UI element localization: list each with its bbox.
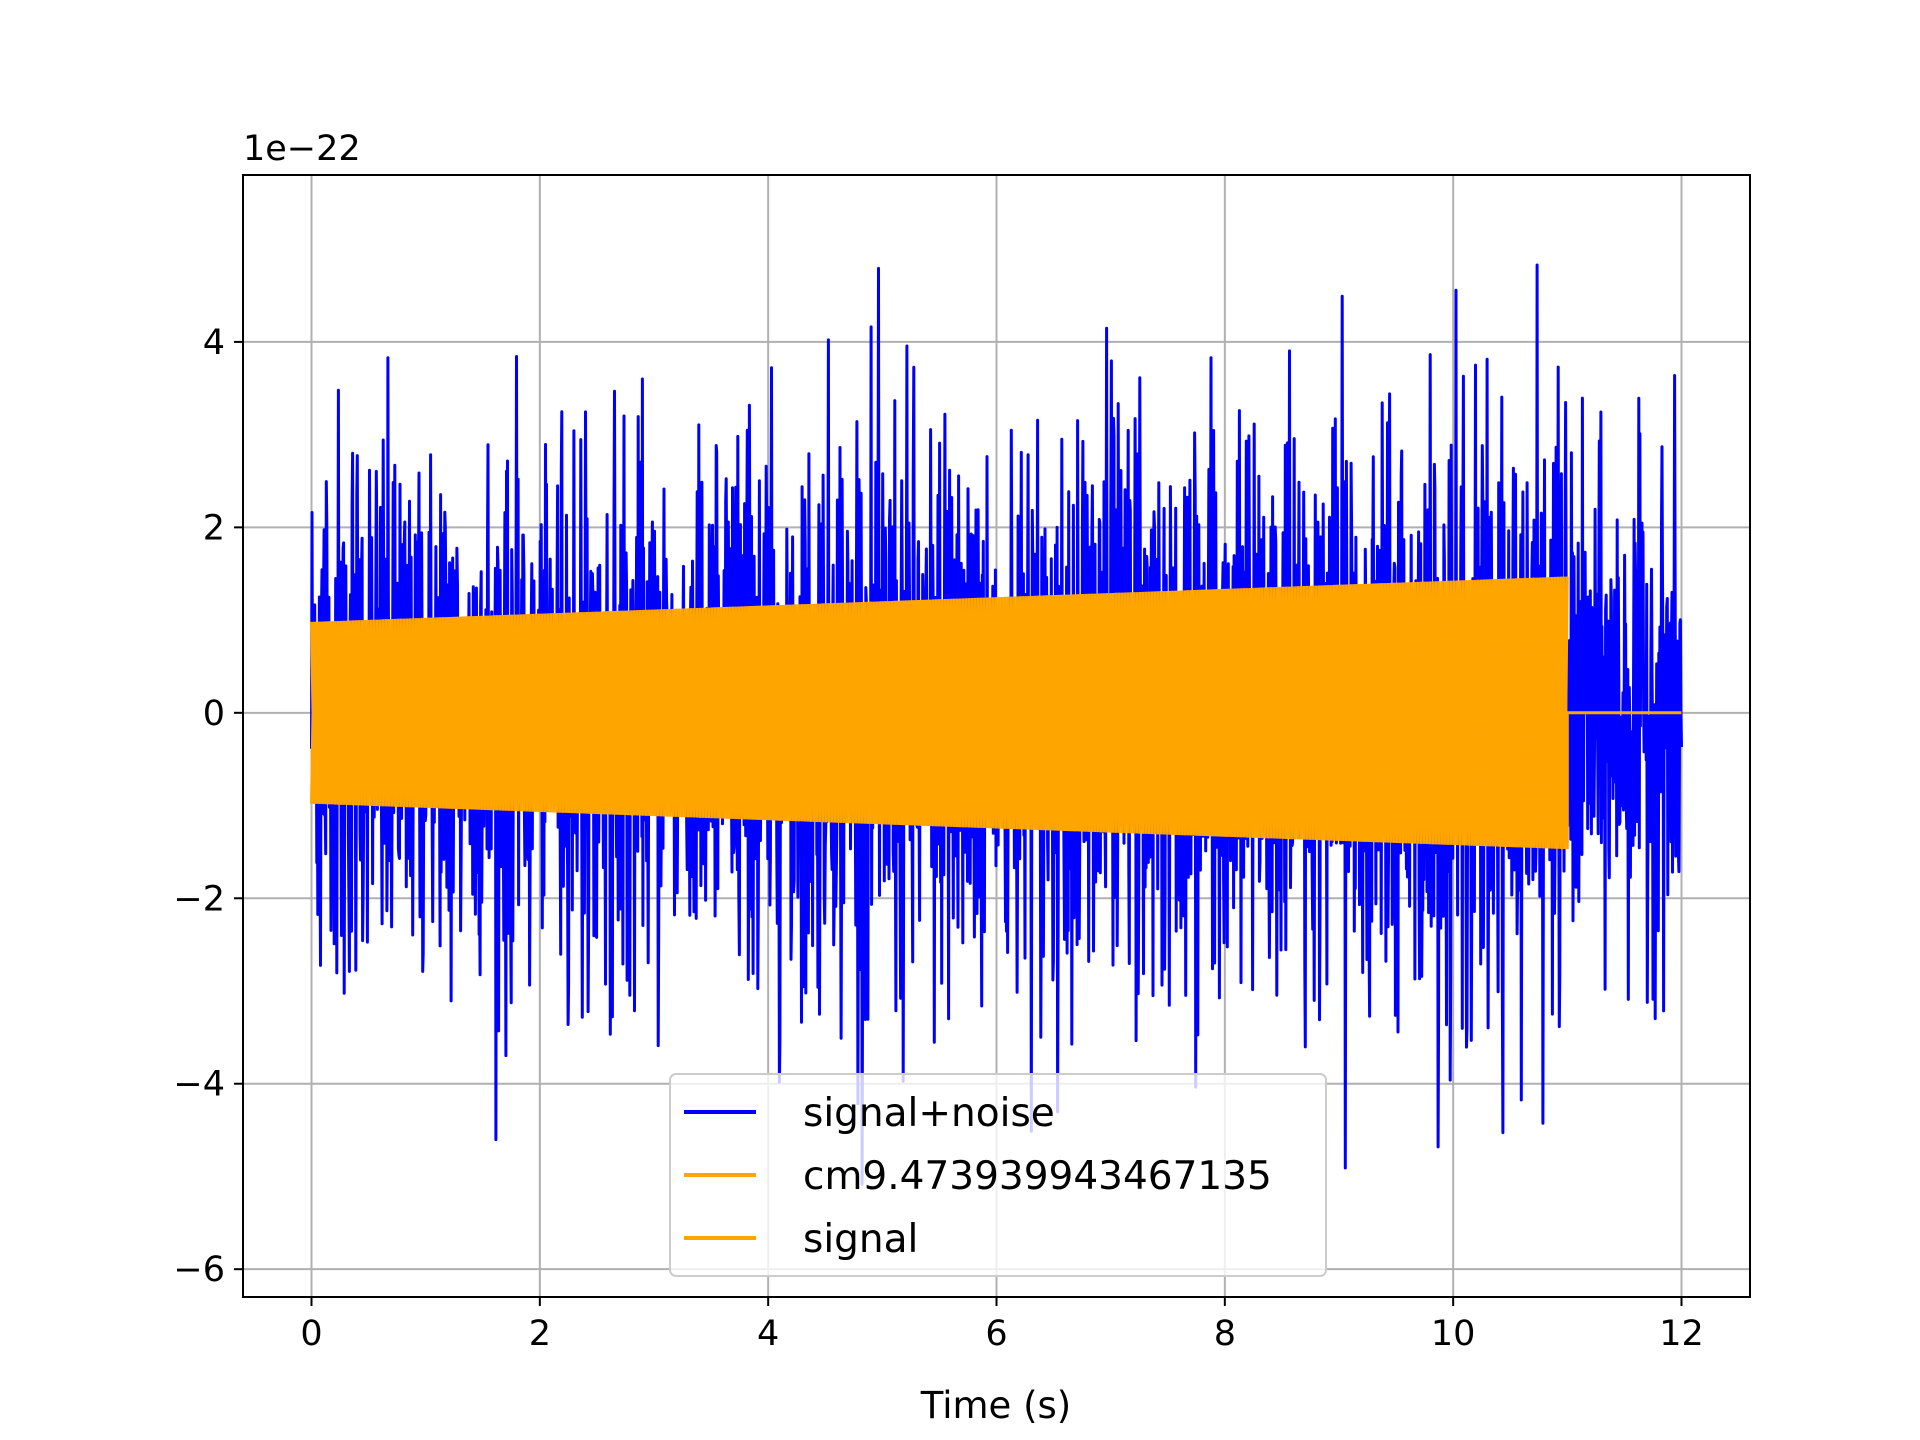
legend-label: cm9.473939943467135 [803,1154,1272,1199]
x-tick-label: 10 [1431,1314,1476,1354]
y-axis-offset-text: 1e−22 [243,129,361,169]
x-tick-label: 8 [1214,1314,1236,1354]
series-signal-line [310,576,1682,850]
x-tick-label: 4 [757,1314,779,1354]
legend-box [669,1073,1327,1277]
series-layer [310,263,1683,1186]
y-tick-label: 0 [203,694,225,734]
x-axis: 0 2 4 6 8 10 12 [300,1297,1704,1354]
y-tick-label: −6 [173,1250,225,1290]
legend-label: signal+noise [803,1091,1055,1136]
y-axis: −6 −4 −2 0 2 4 [173,323,243,1290]
y-tick-label: 2 [203,508,225,548]
legend: signal+noise cm9.473939943467135 signal [669,1073,1327,1277]
x-tick-label: 6 [985,1314,1007,1354]
x-tick-label: 0 [300,1314,322,1354]
x-axis-label: Time (s) [920,1384,1071,1427]
legend-label: signal [803,1217,918,1262]
x-tick-label: 12 [1659,1314,1704,1354]
series-cm-line [310,576,1569,850]
y-tick-label: −2 [173,879,225,919]
y-tick-label: −4 [173,1065,225,1105]
y-tick-label: 4 [203,323,225,363]
x-tick-label: 2 [529,1314,551,1354]
